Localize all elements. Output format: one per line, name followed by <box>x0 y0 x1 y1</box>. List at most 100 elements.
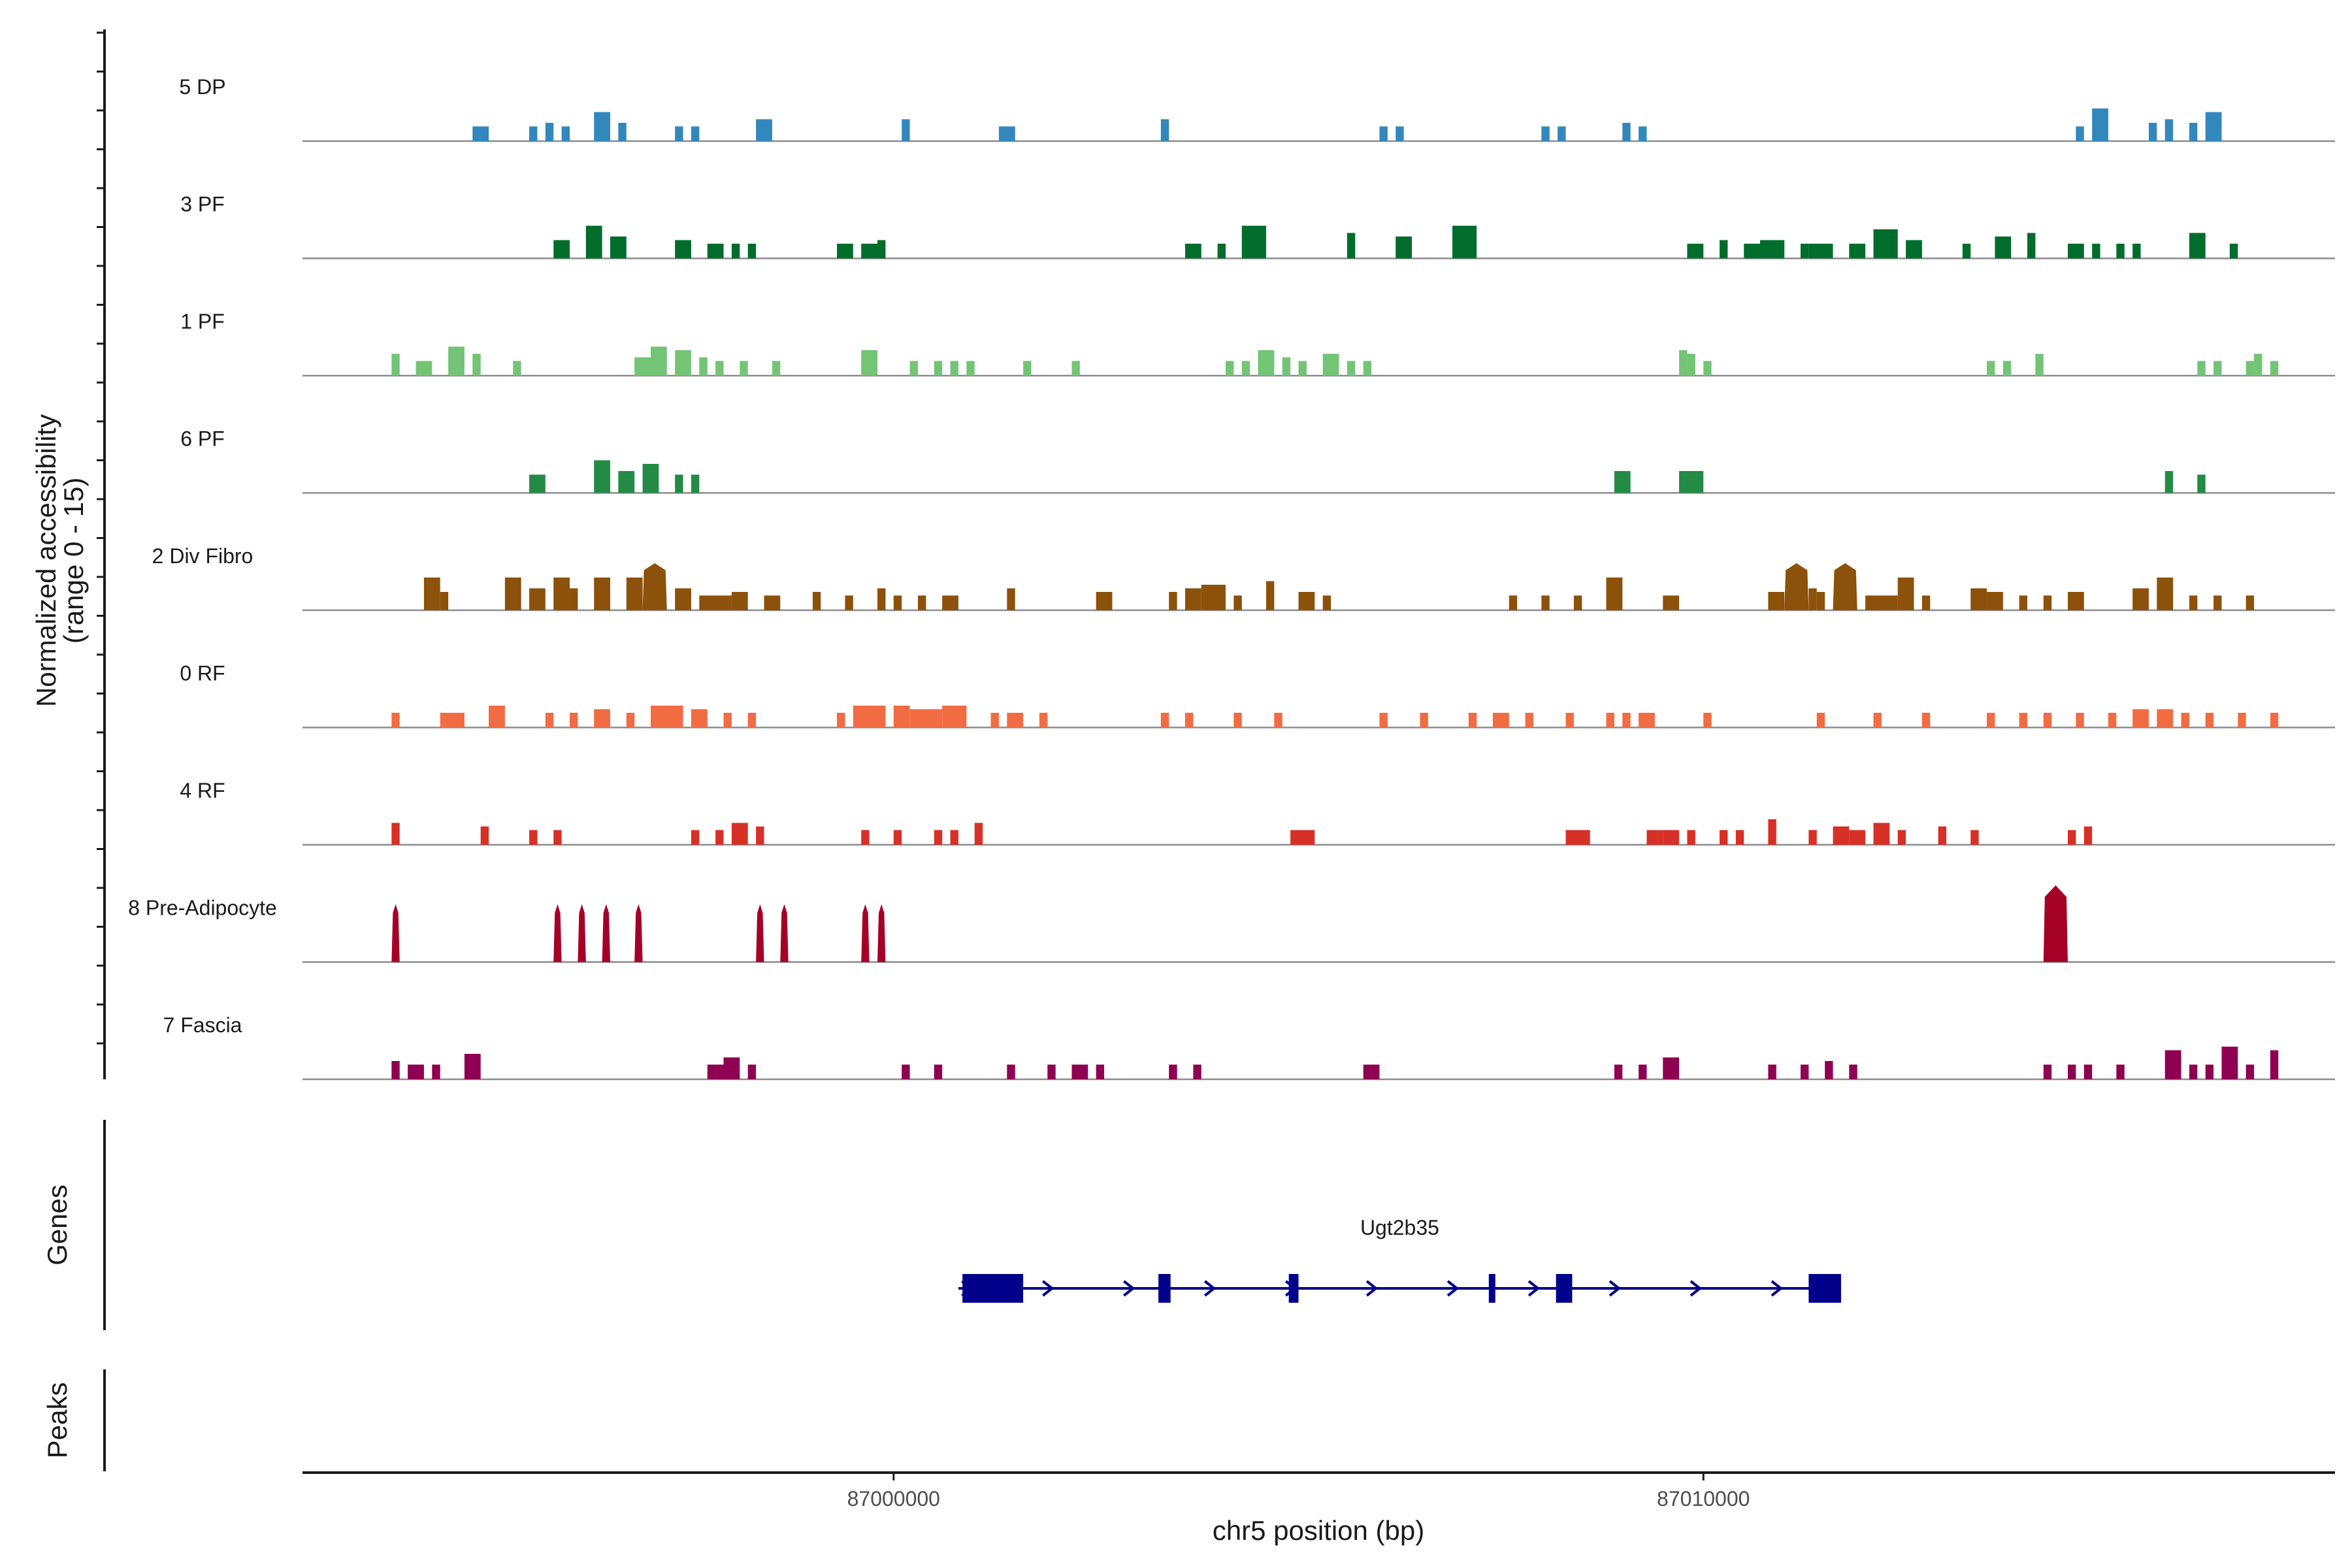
coverage-peak <box>545 713 554 728</box>
coverage-peak <box>1639 1064 1647 1079</box>
coverage-peak <box>1800 244 1809 259</box>
coverage-peak <box>1873 823 1890 845</box>
coverage-peak <box>391 1061 400 1079</box>
coverage-peak <box>2043 713 2052 728</box>
y-axis-title: Normalized accessibility(range 0 - 15) <box>31 414 89 707</box>
coverage-peak <box>902 119 910 141</box>
coverage-peak <box>2019 713 2028 728</box>
coverage-peak <box>1396 237 1413 259</box>
coverage-peak <box>691 474 700 493</box>
coverage-peak <box>974 823 983 845</box>
x-axis-ticks: 87000000 87010000 <box>847 1473 1750 1511</box>
coverage-peak <box>731 244 740 259</box>
coverage-peak <box>1679 350 1688 376</box>
gene-exon <box>1556 1274 1573 1303</box>
coverage-peak <box>1096 592 1113 610</box>
coverage-peak <box>707 1064 724 1079</box>
coverage-peak <box>1897 578 1914 610</box>
coverage-peak <box>1071 361 1080 376</box>
coverage-peak <box>1833 826 1850 845</box>
coverage-peak <box>1274 713 1282 728</box>
track-label: 6 PF <box>180 427 225 451</box>
coverage-peak <box>1849 1064 1857 1079</box>
coverage-peak <box>1363 1064 1380 1079</box>
coverage-peak <box>675 240 691 259</box>
coverage-peak <box>464 1054 481 1079</box>
coverage-peak <box>756 904 764 962</box>
x-tick-label: 87000000 <box>847 1487 940 1511</box>
coverage-peak <box>707 244 724 259</box>
track-5-dp: 5 DP <box>179 75 2335 142</box>
coverage-peak <box>2092 244 2100 259</box>
coverage-peak <box>578 904 586 962</box>
coverage-peak <box>2019 595 2028 610</box>
coverage-peak <box>2157 578 2174 610</box>
coverage-peak <box>2205 713 2214 728</box>
coverage-peak <box>950 830 958 845</box>
track-label: 3 PF <box>180 193 225 216</box>
coverage-peak <box>1873 713 1882 728</box>
coverage-peak <box>934 1064 943 1079</box>
coverage-peak <box>1614 1064 1623 1079</box>
strand-chevron <box>1365 1280 1379 1297</box>
coverage-peak <box>634 904 643 962</box>
coverage-peak <box>893 830 902 845</box>
coverage-peak <box>691 709 708 728</box>
coverage-peak <box>480 826 489 845</box>
gene-exon <box>962 1274 1024 1303</box>
coverage-peak <box>1906 240 1922 259</box>
coverage-peak <box>1663 830 1680 845</box>
coverage-peak <box>691 830 700 845</box>
coverage-peak <box>1047 1064 1056 1079</box>
coverage-peak <box>1703 361 1712 376</box>
coverage-peak <box>1282 357 1291 376</box>
coverage-peak <box>504 578 521 610</box>
coverage-peak <box>1970 588 1987 610</box>
coverage-peak <box>1007 588 1015 610</box>
track-label: 1 PF <box>180 310 225 333</box>
coverage-peak <box>2148 123 2157 141</box>
coverage-peak <box>909 709 943 728</box>
coverage-peak <box>1808 830 1817 845</box>
coverage-peak <box>1298 361 1307 376</box>
coverage-peak <box>1241 361 1250 376</box>
coverage-peak <box>861 904 870 962</box>
coverage-peak <box>909 361 918 376</box>
coverage-peak <box>2270 713 2279 728</box>
coverage-peak <box>618 123 627 141</box>
coverage-peak <box>2092 108 2108 141</box>
coverage-peak <box>1622 123 1631 141</box>
coverage-peak <box>764 595 781 610</box>
track-0-rf: 0 RF <box>180 662 2335 728</box>
coverage-peak <box>723 713 732 728</box>
coverage-peak <box>2270 1050 2279 1079</box>
coverage-peak <box>747 1064 757 1079</box>
coverage-peak <box>594 460 610 493</box>
coverage-peak <box>942 595 958 610</box>
coverage-peak <box>489 706 505 728</box>
coverage-peak <box>626 578 643 610</box>
coverage-tracks: 5 DP 3 PF 1 PF 6 PF 2 Div Fibro 0 RF 4 RF 8 Pre… <box>128 75 2335 1081</box>
coverage-peak <box>675 126 683 141</box>
coverage-peak <box>1509 595 1518 610</box>
coverage-peak <box>1096 1064 1105 1079</box>
coverage-peak <box>1987 361 1995 376</box>
coverage-peak <box>529 126 538 141</box>
strand-chevron <box>1771 1280 1784 1297</box>
coverage-peak <box>1160 713 1169 728</box>
coverage-peak <box>1687 830 1695 845</box>
coverage-peak <box>1379 126 1388 141</box>
coverage-peak <box>513 361 521 376</box>
coverage-peak <box>650 346 667 376</box>
coverage-peak <box>2189 1064 2198 1079</box>
coverage-peak <box>1800 1064 1809 1079</box>
coverage-peak <box>391 713 400 728</box>
coverage-peak <box>2164 119 2174 141</box>
coverage-peak <box>1201 585 1226 610</box>
gene-exon <box>1288 1274 1299 1303</box>
coverage-peak <box>1184 588 1201 610</box>
coverage-peak <box>1816 592 1825 610</box>
peaks-axis-title: Peaks <box>42 1382 73 1459</box>
coverage-peak <box>1007 1064 1015 1079</box>
